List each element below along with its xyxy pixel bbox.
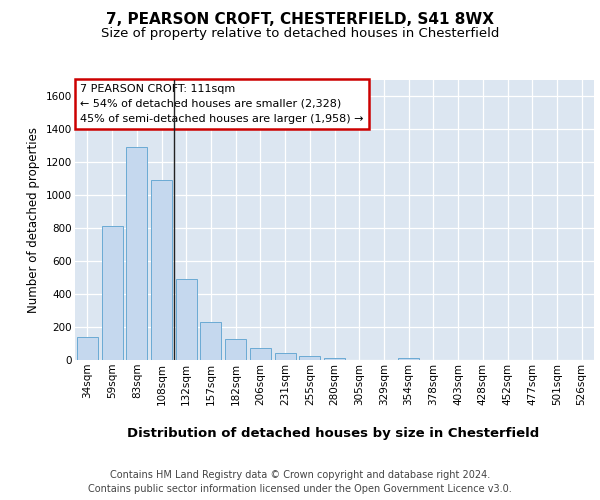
Bar (398, 358, 419, 360)
Text: 7 PEARSON CROFT: 111sqm
← 54% of detached houses are smaller (2,328)
45% of semi: 7 PEARSON CROFT: 111sqm ← 54% of detache… (80, 84, 364, 124)
Text: Size of property relative to detached houses in Chesterfield: Size of property relative to detached ho… (101, 28, 499, 40)
Y-axis label: Number of detached properties: Number of detached properties (28, 127, 40, 313)
Text: Contains public sector information licensed under the Open Government Licence v3: Contains public sector information licen… (88, 484, 512, 494)
Text: Contains HM Land Registry data © Crown copyright and database right 2024.: Contains HM Land Registry data © Crown c… (110, 470, 490, 480)
Bar (151, 180, 172, 360)
Bar (275, 352, 296, 360)
Bar (324, 358, 345, 360)
Bar (126, 146, 147, 360)
Bar (225, 338, 246, 360)
Bar (200, 322, 221, 360)
Text: 7, PEARSON CROFT, CHESTERFIELD, S41 8WX: 7, PEARSON CROFT, CHESTERFIELD, S41 8WX (106, 12, 494, 28)
Bar (299, 356, 320, 360)
Bar (250, 348, 271, 360)
Bar (101, 226, 122, 360)
Bar (176, 280, 197, 360)
Bar (77, 337, 98, 360)
Text: Distribution of detached houses by size in Chesterfield: Distribution of detached houses by size … (127, 428, 539, 440)
